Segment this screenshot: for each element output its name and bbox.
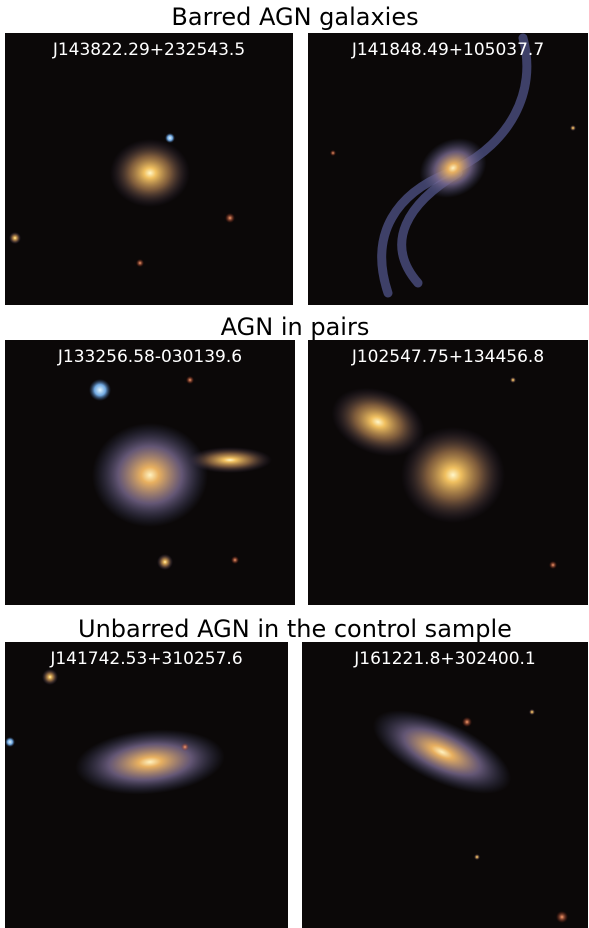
galaxy xyxy=(419,138,487,198)
galaxy xyxy=(110,139,190,207)
galaxy-label: J143822.29+232543.5 xyxy=(52,40,245,60)
galaxy-panel: J133256.58-030139.6 xyxy=(5,340,295,605)
star xyxy=(510,377,516,383)
star xyxy=(556,911,568,923)
galaxy-label: J102547.75+134456.8 xyxy=(351,347,544,367)
star xyxy=(165,133,175,143)
star xyxy=(89,379,111,401)
star xyxy=(570,125,576,131)
galaxy-panel: J141848.49+105037.7 xyxy=(308,33,588,305)
star xyxy=(42,669,58,685)
galaxy-label: J133256.58-030139.6 xyxy=(57,347,242,367)
star xyxy=(9,232,21,244)
galaxy-label: J161221.8+302400.1 xyxy=(353,649,536,669)
star xyxy=(136,259,144,267)
star xyxy=(157,554,173,570)
galaxy-panel: J141742.53+310257.6 xyxy=(5,642,288,928)
star xyxy=(330,150,336,156)
section-title: Barred AGN galaxies xyxy=(171,3,418,31)
galaxy-label: J141742.53+310257.6 xyxy=(49,649,242,669)
galaxy xyxy=(92,423,208,527)
galaxy xyxy=(188,447,272,473)
star xyxy=(474,854,480,860)
star xyxy=(231,556,239,564)
star xyxy=(181,743,189,751)
galaxy xyxy=(401,427,505,523)
star xyxy=(462,717,472,727)
galaxy xyxy=(372,710,512,794)
galaxy-label: J141848.49+105037.7 xyxy=(351,40,544,60)
star xyxy=(529,709,535,715)
galaxy-panel: J143822.29+232543.5 xyxy=(5,33,293,305)
section-title: AGN in pairs xyxy=(221,313,370,341)
galaxy-panel: J161221.8+302400.1 xyxy=(302,642,588,928)
galaxy-panel: J102547.75+134456.8 xyxy=(308,340,588,605)
star xyxy=(5,737,15,747)
star xyxy=(225,213,235,223)
star xyxy=(549,561,557,569)
section-title: Unbarred AGN in the control sample xyxy=(78,615,512,643)
star xyxy=(186,376,194,384)
galaxy xyxy=(331,387,425,457)
